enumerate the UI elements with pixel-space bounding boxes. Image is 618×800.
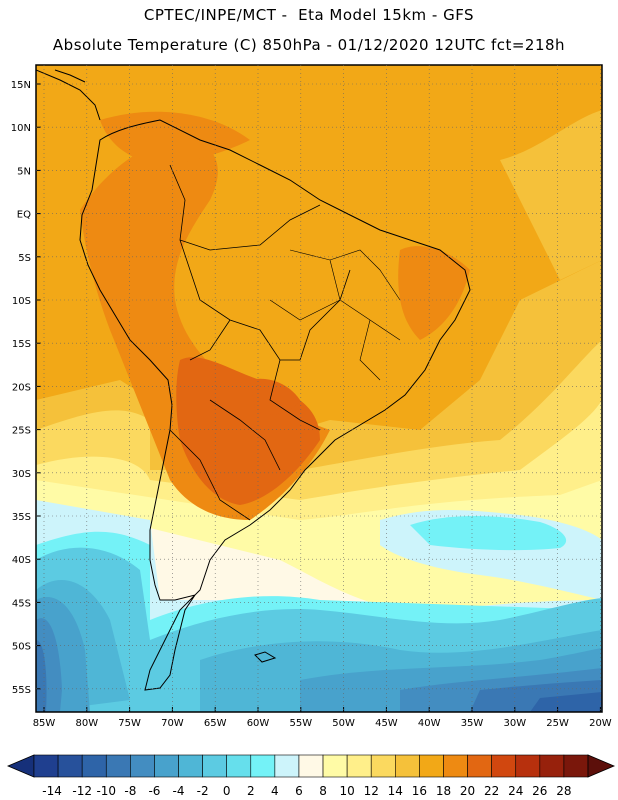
colorbar-tick-label: 0 <box>223 784 231 798</box>
colorbar-swatch <box>539 754 565 778</box>
coastlines <box>36 69 471 691</box>
colorbar-over-arrow <box>587 754 616 778</box>
colorbar-swatch <box>274 754 300 778</box>
south-america-coastline <box>79 119 471 691</box>
axis-ticks: 15N 10N 5N EQ 5S 10S 15S 20S 25S 30S 35S 40S 45S 50S 5… <box>11 80 612 729</box>
colorbar-swatch <box>298 754 324 778</box>
field-18-20-northeast <box>398 246 470 340</box>
colorbar-swatch <box>515 754 541 778</box>
colorbar-swatch <box>202 754 227 778</box>
colorbar-swatch <box>395 754 420 778</box>
lon-label: 65W <box>204 718 227 729</box>
colorbar-swatch <box>419 754 444 778</box>
lon-label: 80W <box>75 718 98 729</box>
colorbar-swatch <box>467 754 492 778</box>
colorbar-tick-label: -10 <box>96 784 116 798</box>
colorbar-swatch <box>178 754 203 778</box>
lat-label: 5N <box>17 166 31 177</box>
colorbar-under-arrow <box>6 754 35 778</box>
colorbar-tick-label: 14 <box>388 784 403 798</box>
lon-label: 55W <box>289 718 312 729</box>
colorbar-tick-label: 16 <box>412 784 427 798</box>
lat-label: 45S <box>12 598 31 609</box>
colorbar-swatch <box>443 754 468 778</box>
colorbar-tick-label: 10 <box>339 784 354 798</box>
colorbar-swatch <box>57 754 83 778</box>
lon-label: 75W <box>118 718 141 729</box>
lat-label: 5S <box>18 253 31 264</box>
lat-label: EQ <box>17 210 31 221</box>
temperature-field <box>36 65 602 712</box>
colorbar-swatch <box>33 754 59 778</box>
colorbar-swatch <box>226 754 252 778</box>
colorbar-tick-label: -4 <box>173 784 185 798</box>
colorbar-tick-label: 28 <box>556 784 571 798</box>
falklands <box>254 651 277 663</box>
colorbar-tick-label: -14 <box>42 784 62 798</box>
colorbar-swatch <box>250 754 276 778</box>
colorbar-swatch <box>346 754 372 778</box>
lat-label: 20S <box>12 382 31 393</box>
lat-label: 55S <box>12 685 31 696</box>
lat-label: 15S <box>12 339 31 350</box>
field-m10-m8 <box>530 692 602 712</box>
lat-label: 35S <box>12 512 31 523</box>
colorbar-tick-label: 8 <box>319 784 327 798</box>
central-america-coastline <box>36 69 101 121</box>
field-m8-m6 <box>36 640 47 712</box>
colorbar-tick-label: -2 <box>197 784 209 798</box>
lon-label: 35W <box>461 718 484 729</box>
colorbar-swatch <box>130 754 155 778</box>
colorbar-swatch <box>105 754 131 778</box>
field-20-22-patch <box>250 378 300 415</box>
colorbar-tick-label: -6 <box>148 784 160 798</box>
colorbar-tick-label: 24 <box>508 784 523 798</box>
colorbar-tick-label: -8 <box>124 784 136 798</box>
colorbar-tick-label: 18 <box>436 784 451 798</box>
lon-label: 70W <box>161 718 184 729</box>
colorbar-tick-label: 6 <box>295 784 303 798</box>
colorbar-tick-label: 2 <box>247 784 255 798</box>
lat-label: 25S <box>12 426 31 437</box>
colorbar-swatch <box>154 754 179 778</box>
lon-label: 20W <box>589 718 612 729</box>
lon-label: 50W <box>332 718 355 729</box>
colorbar-swatch <box>563 754 589 778</box>
map-frame <box>35 64 603 713</box>
lat-label: 15N <box>11 80 31 91</box>
lon-label: 25W <box>546 718 569 729</box>
colorbar-tick-label: 22 <box>484 784 499 798</box>
lat-label: 10N <box>11 123 31 134</box>
lat-label: 30S <box>12 469 31 480</box>
lon-label: 85W <box>33 718 56 729</box>
title-line-2: Absolute Temperature (C) 850hPa - 01/12/… <box>52 36 566 54</box>
colorbar-swatch <box>491 754 517 778</box>
lat-label: 10S <box>12 296 31 307</box>
colorbar-swatch <box>322 754 348 778</box>
colorbar-tick-label: 4 <box>271 784 279 798</box>
colorbar-tick-label: 12 <box>364 784 379 798</box>
lat-label: 50S <box>12 642 31 653</box>
lon-label: 30W <box>503 718 526 729</box>
lon-label: 45W <box>375 718 398 729</box>
field-14-16-north <box>500 110 602 280</box>
colorbar: -14 -12 -10 -8 -6 -4 -2 0 2 4 6 8 10 12 14 16 18 20 22 24 26… <box>6 754 616 798</box>
title-line-1: CPTEC/INPE/MCT - Eta Model 15km - GFS <box>143 6 475 24</box>
colorbar-swatch <box>81 754 107 778</box>
colorbar-tick-label: 20 <box>460 784 475 798</box>
country-borders <box>169 164 351 521</box>
colorbar-tick-label: -12 <box>72 784 92 798</box>
lat-label: 40S <box>12 555 31 566</box>
colorbar-tick-label: 26 <box>532 784 547 798</box>
colorbar-swatch <box>370 754 396 778</box>
lon-label: 60W <box>247 718 270 729</box>
state-borders <box>269 249 401 381</box>
lon-label: 40W <box>418 718 441 729</box>
field-2-4-patch <box>410 516 567 551</box>
